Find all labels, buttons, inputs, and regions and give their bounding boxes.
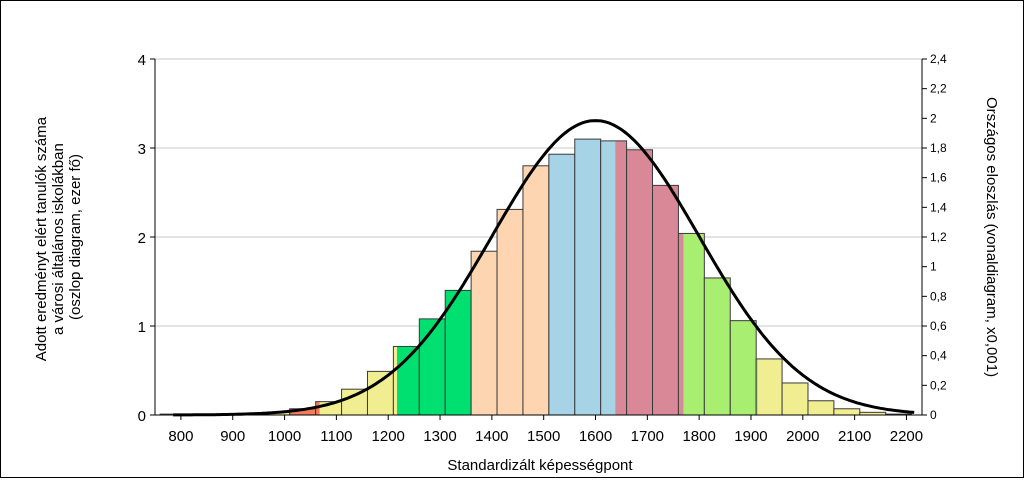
bar xyxy=(366,370,394,416)
y-left-tick-label: 1 xyxy=(138,319,146,336)
bar-segment xyxy=(782,382,808,415)
bar xyxy=(729,320,757,416)
x-tick-label: 2100 xyxy=(838,428,871,445)
bar-segment xyxy=(445,290,472,415)
x-tick-labels: 800 900 1000 1100 1200 1300 1400 1500 1600 1700 18… xyxy=(168,428,923,445)
distribution-curve xyxy=(173,119,915,417)
y-right-tick-label: 0,6 xyxy=(930,319,947,333)
bar xyxy=(341,388,368,416)
y-left-tick-label: 4 xyxy=(138,52,146,69)
x-tick-label: 1100 xyxy=(320,428,352,445)
x-tick-label: 1700 xyxy=(631,428,664,445)
x-tick-label: 2200 xyxy=(890,428,923,445)
y-right-tick-label: 0,4 xyxy=(930,349,947,363)
y-left-axis-label: Adott eredményt elért tanulók száma a vá… xyxy=(33,113,84,361)
bar-segment xyxy=(522,165,549,415)
y-right-tick-label: 1,6 xyxy=(930,171,947,185)
bar xyxy=(652,184,679,416)
bar-segment xyxy=(626,149,653,415)
bar-segment xyxy=(859,412,886,415)
bar-segment xyxy=(471,251,498,415)
y-right-tick-label: 1,4 xyxy=(930,200,947,214)
bar-segment xyxy=(833,408,860,415)
y-left-tick-labels: 0 1 2 3 4 xyxy=(138,52,146,425)
bar-segment xyxy=(615,140,627,415)
bar-segment xyxy=(600,140,616,415)
bar xyxy=(548,153,576,416)
y-left-tick-label: 3 xyxy=(138,141,146,158)
axes xyxy=(150,58,927,420)
x-tick-label: 800 xyxy=(168,428,193,445)
bar-segment xyxy=(367,371,394,415)
y-right-tick-label: 2,4 xyxy=(930,52,947,66)
bar-segment xyxy=(419,318,446,415)
bar xyxy=(755,358,783,416)
x-tick-label: 1600 xyxy=(579,428,612,445)
bar-segment xyxy=(497,209,523,415)
y-right-tick-label: 0,2 xyxy=(930,378,947,392)
bar-segment xyxy=(730,320,757,415)
line-series xyxy=(173,119,915,417)
bar-segment xyxy=(393,346,398,415)
bar xyxy=(600,140,628,416)
bar xyxy=(418,318,446,416)
bar-segment xyxy=(652,185,679,415)
bar-segment xyxy=(758,358,783,415)
bar-segment xyxy=(704,277,731,415)
y-right-tick-label: 0,8 xyxy=(930,289,947,303)
bar-segment xyxy=(341,389,368,415)
bar xyxy=(807,400,835,416)
bar xyxy=(392,345,420,416)
bar xyxy=(522,165,550,416)
y-right-axis-label: Országos eloszlás (vonaldiagram, x0,001) xyxy=(983,97,1000,377)
bar-segment xyxy=(289,408,316,415)
x-tick-label: 1900 xyxy=(734,428,767,445)
x-tick-label: 900 xyxy=(220,428,245,445)
y-left-axis-label-line-1: Adott eredményt elért tanulók száma xyxy=(33,116,50,361)
x-tick-label: 1000 xyxy=(268,428,301,445)
x-tick-label: 2000 xyxy=(786,428,819,445)
x-axis-label: Standardizált képességpont xyxy=(447,457,633,474)
y-right-tick-label: 1 xyxy=(930,260,937,274)
bar xyxy=(677,232,705,416)
bar xyxy=(470,250,498,416)
y-left-tick-label: 0 xyxy=(138,408,146,425)
y-left-tick-label: 2 xyxy=(138,230,146,247)
bar xyxy=(833,408,861,416)
bar-segment xyxy=(683,233,705,415)
bar-series xyxy=(159,138,913,416)
x-tick-label: 1200 xyxy=(372,428,405,445)
y-left-axis-label-line-2: a városi általános iskolákban xyxy=(50,143,67,335)
bar xyxy=(781,382,809,416)
x-tick-label: 1800 xyxy=(682,428,715,445)
bar-segment xyxy=(678,233,684,415)
bar-segment xyxy=(574,139,601,415)
bar xyxy=(444,289,472,416)
x-tick-label: 1300 xyxy=(423,428,456,445)
bar xyxy=(703,277,731,416)
y-right-tick-label: 0 xyxy=(930,408,937,422)
bar xyxy=(574,138,602,416)
y-right-tick-label: 1,8 xyxy=(930,141,947,155)
bar xyxy=(626,149,654,416)
x-tick-label: 1400 xyxy=(475,428,508,445)
y-left-axis-label-line-3: (oszlop diagram, ezer fő) xyxy=(67,154,84,320)
y-right-tick-label: 2 xyxy=(930,111,937,125)
y-right-tick-label: 2,2 xyxy=(930,82,947,96)
x-tick-label: 1500 xyxy=(527,428,560,445)
bar xyxy=(496,208,524,416)
y-right-tick-label: 1,2 xyxy=(930,230,947,244)
bar-segment xyxy=(548,154,575,416)
bar-segment xyxy=(756,358,759,415)
bar-segment xyxy=(807,400,834,415)
y-right-tick-labels: 0 0,2 0,4 0,6 0,8 1 1,2 1,4 1,6 1,8 2 2,2 2,4 xyxy=(930,52,947,422)
